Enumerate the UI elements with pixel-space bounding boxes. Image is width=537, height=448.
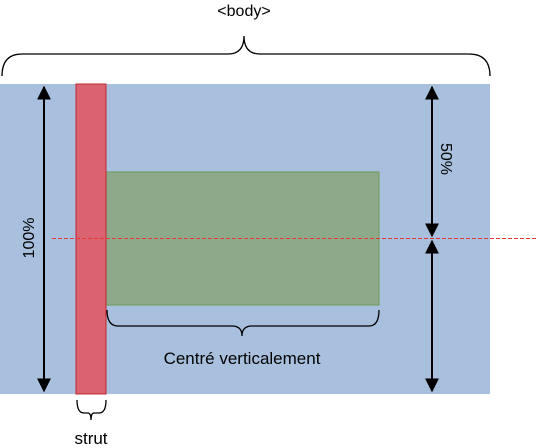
half-height-label: 50% <box>437 143 454 175</box>
strut-label: strut <box>74 429 107 448</box>
body-tag-label: <body> <box>217 3 270 20</box>
strut-brace <box>76 399 107 421</box>
centered-brace <box>106 309 380 337</box>
full-height-label: 100% <box>21 218 38 259</box>
centered-label: Centré verticalement <box>164 349 321 368</box>
centered-block <box>105 171 380 306</box>
body-brace <box>1 35 491 77</box>
